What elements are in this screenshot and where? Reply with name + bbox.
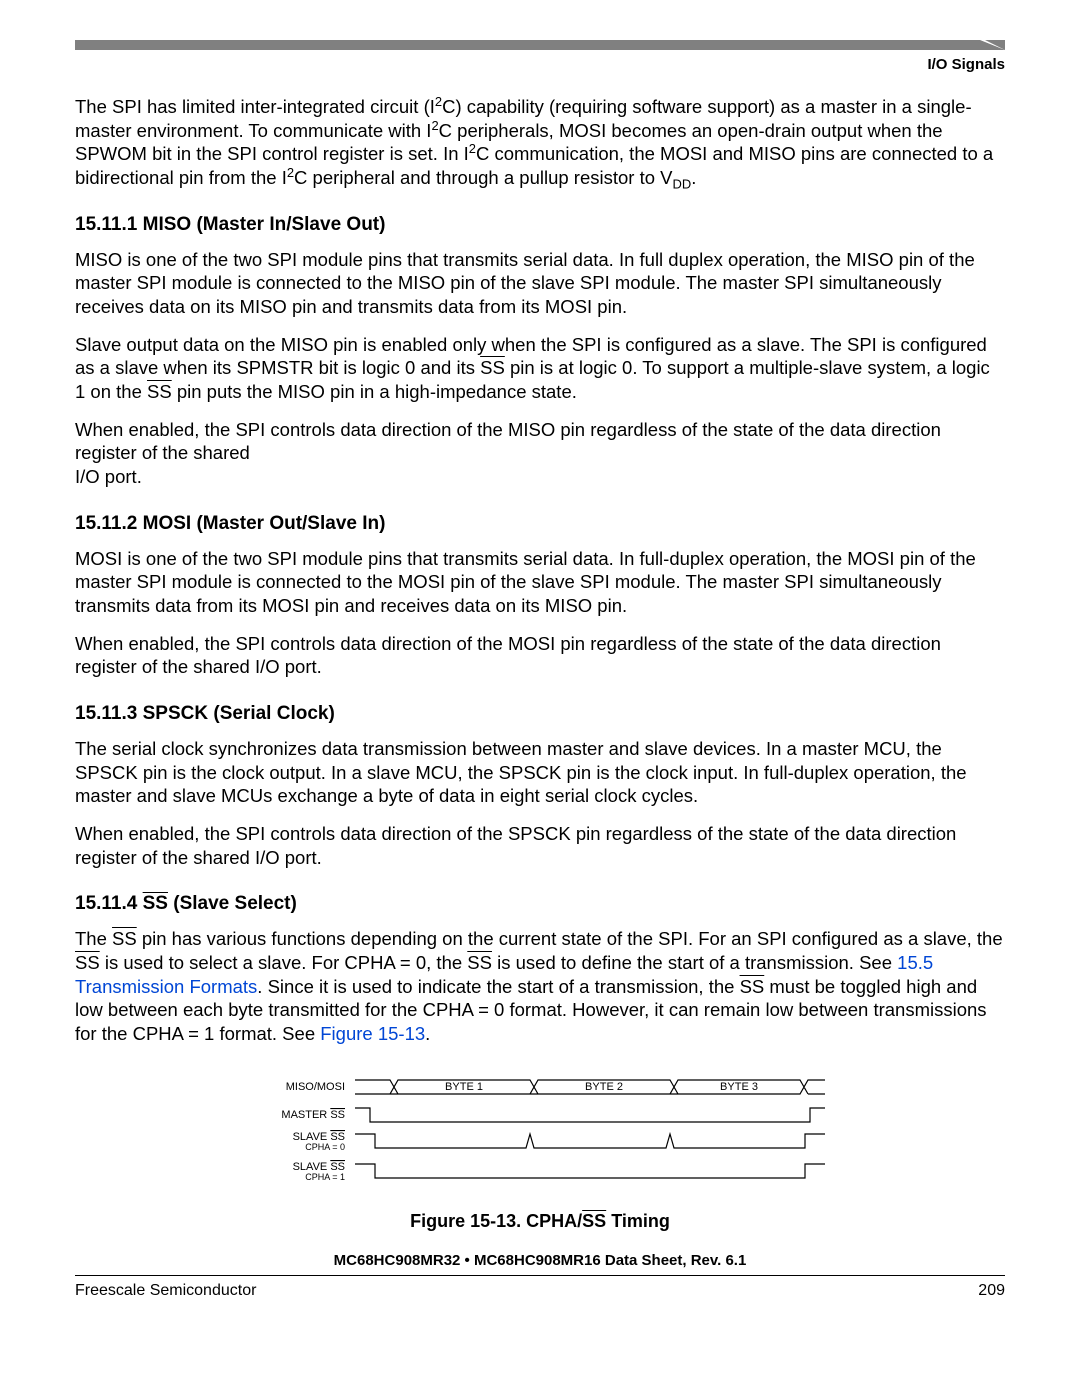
footer-left: Freescale Semiconductor: [75, 1282, 256, 1300]
fig-label-cpha1: CPHA = 1: [305, 1172, 345, 1182]
link-figure-15-13[interactable]: Figure 15-13: [320, 1023, 425, 1044]
heading-ss: 15.11.4 SS (Slave Select): [75, 893, 1005, 915]
fig-label-cpha0: CPHA = 0: [305, 1142, 345, 1152]
fig-wave-slavess0: [355, 1134, 825, 1148]
fig-byte3: BYTE 3: [720, 1081, 758, 1093]
figure-caption: Figure 15-13. CPHA/SS Timing: [75, 1211, 1005, 1232]
figure-timing-diagram: MISO/MOSI MASTER SS SLAVE SS CPHA = 0 SL…: [240, 1076, 840, 1201]
mosi-p2: When enabled, the SPI controls data dire…: [75, 632, 1005, 679]
miso-p2: Slave output data on the MISO pin is ena…: [75, 333, 1005, 404]
header-section-label: I/O Signals: [75, 56, 1005, 73]
miso-p1: MISO is one of the two SPI module pins t…: [75, 248, 1005, 319]
fig-wave-masterss: [355, 1108, 825, 1122]
fig-label-misomosi: MISO/MOSI: [286, 1081, 345, 1093]
fig-byte1: BYTE 1: [445, 1081, 483, 1093]
footer-rule: [75, 1275, 1005, 1276]
miso-p3: When enabled, the SPI controls data dire…: [75, 418, 1005, 489]
footer-page-number: 209: [978, 1282, 1005, 1300]
ss-p1: The SS pin has various functions dependi…: [75, 927, 1005, 1045]
header-bar: [75, 40, 1005, 50]
heading-mosi: 15.11.2 MOSI (Master Out/Slave In): [75, 513, 1005, 535]
fig-wave-slavess1: [355, 1164, 825, 1178]
fig-label-masterss: MASTER SS: [281, 1109, 345, 1121]
intro-paragraph: The SPI has limited inter-integrated cir…: [75, 95, 1005, 190]
mosi-p1: MOSI is one of the two SPI module pins t…: [75, 547, 1005, 618]
spsck-p2: When enabled, the SPI controls data dire…: [75, 822, 1005, 869]
heading-spsck: 15.11.3 SPSCK (Serial Clock): [75, 703, 1005, 725]
spsck-p1: The serial clock synchronizes data trans…: [75, 737, 1005, 808]
heading-miso: 15.11.1 MISO (Master In/Slave Out): [75, 214, 1005, 236]
doc-title-footer: MC68HC908MR32 • MC68HC908MR16 Data Sheet…: [75, 1252, 1005, 1269]
fig-byte2: BYTE 2: [585, 1081, 623, 1093]
